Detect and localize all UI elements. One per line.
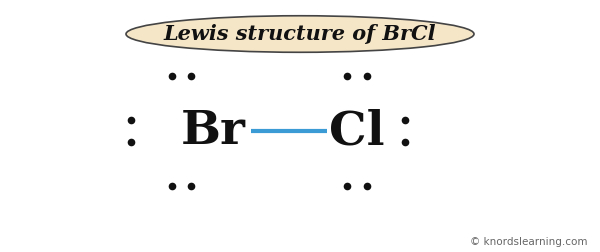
Ellipse shape	[126, 16, 474, 52]
Text: © knordslearning.com: © knordslearning.com	[470, 237, 588, 247]
Text: Lewis structure of BrCl: Lewis structure of BrCl	[164, 24, 436, 44]
Text: Cl: Cl	[329, 108, 385, 154]
Text: Br: Br	[181, 108, 245, 154]
